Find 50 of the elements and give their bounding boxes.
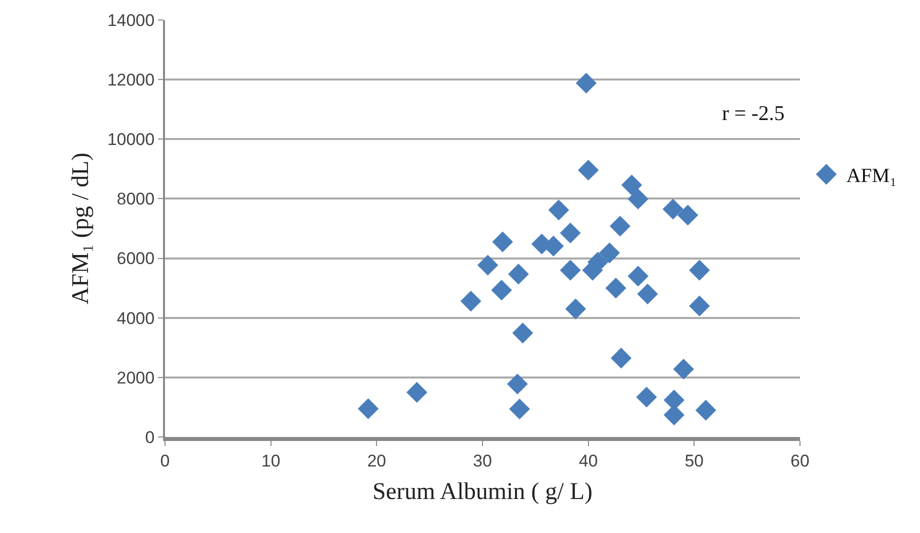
- y-tick-label: 8000: [116, 190, 155, 209]
- y-tick-label: 14000: [107, 10, 155, 30]
- point: [492, 232, 514, 252]
- point: [509, 398, 530, 420]
- point: [406, 382, 428, 403]
- point: [491, 280, 512, 301]
- annotation: r = -2.5: [722, 101, 785, 125]
- x-tick-label: 0: [160, 451, 170, 470]
- point: [621, 174, 642, 196]
- x-tick-label: 60: [790, 451, 810, 470]
- point: [689, 260, 710, 281]
- point: [599, 242, 620, 264]
- x-tick-label: 10: [261, 451, 280, 470]
- point: [358, 398, 379, 420]
- point: [477, 254, 498, 276]
- legend-label: AFM₁: [846, 165, 897, 188]
- x-tick-label: 20: [367, 451, 386, 470]
- point: [460, 290, 482, 312]
- point: [548, 200, 570, 220]
- y-axis-title: AFM₁ (pg / dL): [68, 152, 94, 304]
- point: [565, 298, 586, 320]
- y-tick-label: 2000: [116, 368, 155, 388]
- point: [695, 400, 716, 421]
- point: [560, 260, 581, 281]
- x-tick-label: 40: [578, 451, 598, 470]
- x-axis-title: Serum Albumin ( g/ L): [372, 479, 592, 506]
- point: [560, 222, 581, 244]
- y-tick-label: 0: [145, 428, 155, 447]
- y-tick-label: 12000: [107, 70, 155, 90]
- point: [673, 358, 694, 380]
- point: [508, 264, 529, 284]
- point: [662, 198, 684, 220]
- point: [610, 216, 630, 237]
- point: [628, 188, 648, 210]
- x-tick-label: 50: [684, 451, 704, 470]
- point: [512, 322, 534, 344]
- point: [605, 278, 626, 298]
- point: [628, 266, 648, 287]
- y-tick-label: 10000: [107, 130, 155, 150]
- point: [507, 374, 528, 394]
- point: [637, 284, 658, 304]
- point: [677, 204, 698, 226]
- x-tick-label: 30: [473, 451, 492, 470]
- point: [578, 160, 599, 181]
- point: [636, 386, 657, 408]
- point: [610, 348, 632, 368]
- point: [689, 296, 710, 316]
- y-tick-label: 4000: [116, 308, 155, 328]
- point: [576, 72, 597, 94]
- y-tick-label: 6000: [116, 249, 155, 268]
